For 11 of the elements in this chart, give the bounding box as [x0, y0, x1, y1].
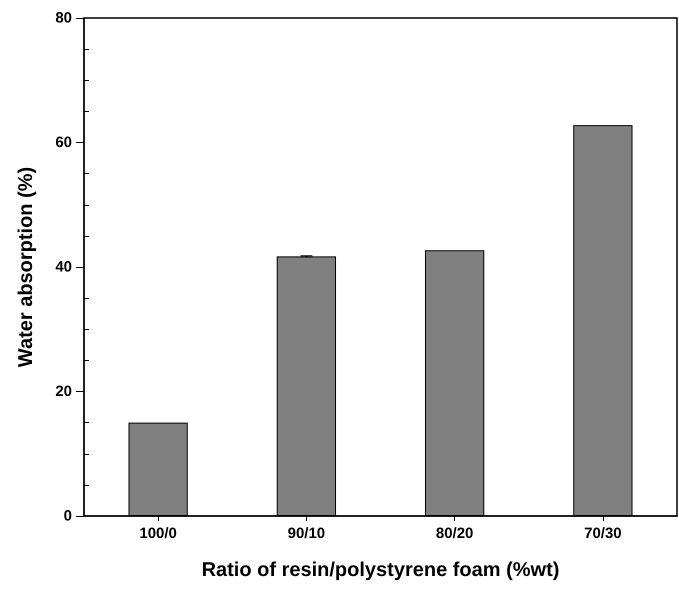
y-tick-label: 60 — [55, 134, 72, 151]
y-axis-title: Water absorption (%) — [15, 166, 37, 368]
y-tick-label: 0 — [64, 508, 72, 524]
y-tick-label: 20 — [55, 383, 72, 400]
x-tick-label: 80/20 — [436, 525, 474, 542]
x-tick-label: 90/10 — [288, 525, 326, 542]
x-tick-label: 70/30 — [584, 525, 622, 542]
x-tick-label: 100/0 — [139, 525, 177, 542]
y-tick-label: 40 — [55, 258, 72, 276]
y-tick-label: 80 — [55, 10, 72, 26]
x-axis-title: Ratio of resin/polystyrene foam (%wt) — [202, 559, 560, 581]
